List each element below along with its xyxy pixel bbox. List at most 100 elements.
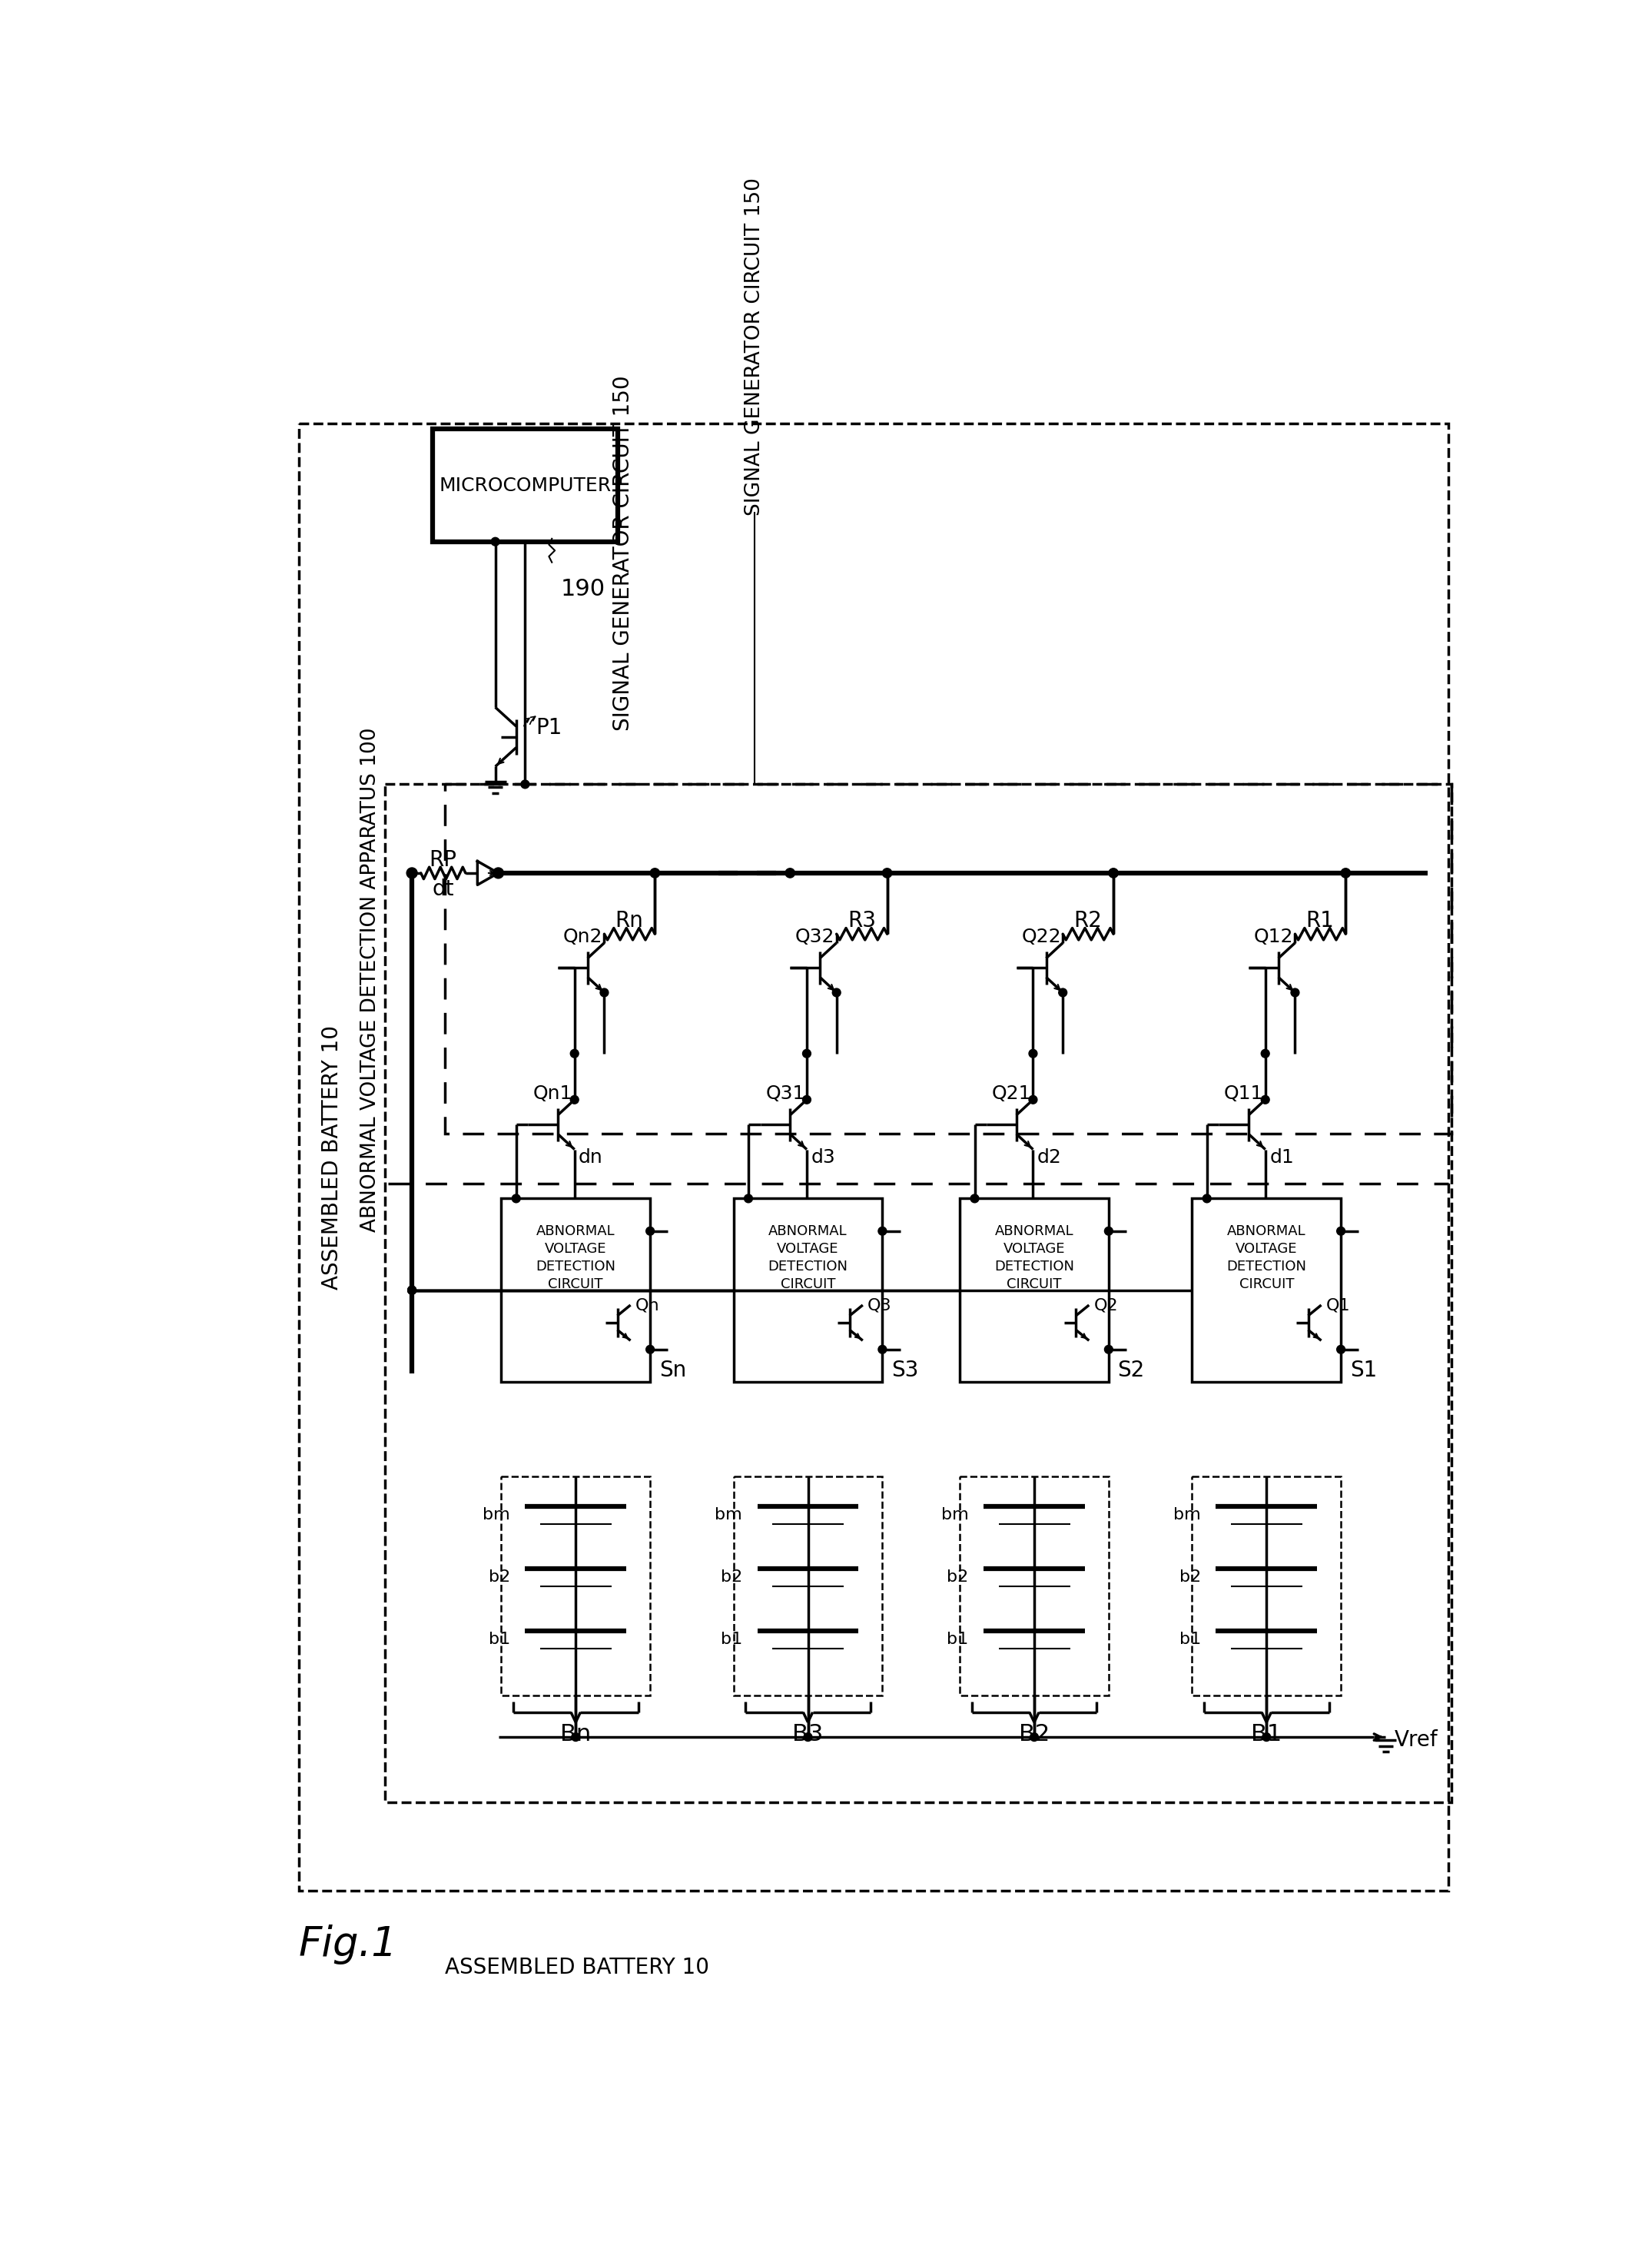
Text: Q12: Q12 bbox=[1254, 927, 1294, 945]
Text: bm: bm bbox=[482, 1506, 510, 1522]
Text: CIRCUIT: CIRCUIT bbox=[780, 1277, 836, 1291]
Text: b2: b2 bbox=[947, 1569, 968, 1585]
Text: SIGNAL GENERATOR CIRCUIT 150: SIGNAL GENERATOR CIRCUIT 150 bbox=[745, 177, 765, 516]
Circle shape bbox=[651, 869, 659, 878]
Circle shape bbox=[408, 1286, 416, 1295]
Bar bbox=[299, 424, 1449, 1890]
Text: 190: 190 bbox=[560, 577, 606, 599]
Text: Qn: Qn bbox=[636, 1298, 659, 1313]
Bar bbox=[385, 784, 1450, 1803]
Text: Q3: Q3 bbox=[867, 1298, 892, 1313]
Text: Bn: Bn bbox=[560, 1722, 591, 1744]
Circle shape bbox=[1108, 869, 1118, 878]
Bar bbox=[1193, 1477, 1341, 1695]
Text: VOLTAGE: VOLTAGE bbox=[1236, 1241, 1297, 1255]
Text: Sn: Sn bbox=[659, 1360, 686, 1381]
Text: ABNORMAL VOLTAGE DETECTION APPARATUS 100: ABNORMAL VOLTAGE DETECTION APPARATUS 100 bbox=[360, 727, 380, 1233]
Text: SIGNAL GENERATOR CIRCUIT 150: SIGNAL GENERATOR CIRCUIT 150 bbox=[613, 375, 634, 732]
Text: Qn1: Qn1 bbox=[534, 1084, 573, 1102]
Text: b2: b2 bbox=[1180, 1569, 1201, 1585]
Text: R2: R2 bbox=[1074, 909, 1102, 932]
Circle shape bbox=[1029, 1048, 1037, 1057]
Text: b1: b1 bbox=[720, 1632, 742, 1648]
Text: ABNORMAL: ABNORMAL bbox=[537, 1224, 615, 1237]
Circle shape bbox=[1059, 988, 1067, 997]
Text: b1: b1 bbox=[947, 1632, 968, 1648]
Text: dt: dt bbox=[431, 878, 454, 900]
Circle shape bbox=[492, 869, 504, 878]
Text: B1: B1 bbox=[1251, 1722, 1282, 1744]
Bar bbox=[960, 1199, 1108, 1383]
Text: Q22: Q22 bbox=[1021, 927, 1061, 945]
Text: Q1: Q1 bbox=[1327, 1298, 1350, 1313]
Circle shape bbox=[1031, 1733, 1039, 1742]
Text: Q11: Q11 bbox=[1224, 1084, 1264, 1102]
Bar bbox=[733, 1199, 882, 1383]
Text: Q32: Q32 bbox=[795, 927, 834, 945]
Text: Vref: Vref bbox=[1394, 1729, 1437, 1751]
Text: S2: S2 bbox=[1118, 1360, 1145, 1381]
Bar bbox=[501, 1477, 651, 1695]
Text: CIRCUIT: CIRCUIT bbox=[1239, 1277, 1294, 1291]
Text: Q2: Q2 bbox=[1094, 1298, 1118, 1313]
Text: R1: R1 bbox=[1305, 909, 1335, 932]
Text: VOLTAGE: VOLTAGE bbox=[776, 1241, 839, 1255]
Circle shape bbox=[600, 988, 608, 997]
Text: bm: bm bbox=[715, 1506, 742, 1522]
Text: R3: R3 bbox=[847, 909, 876, 932]
Text: Q31: Q31 bbox=[765, 1084, 805, 1102]
Text: d3: d3 bbox=[811, 1147, 836, 1167]
Circle shape bbox=[646, 1228, 654, 1235]
Text: b2: b2 bbox=[720, 1569, 742, 1585]
Circle shape bbox=[803, 1048, 811, 1057]
Circle shape bbox=[1262, 1733, 1270, 1742]
Text: VOLTAGE: VOLTAGE bbox=[1003, 1241, 1066, 1255]
Circle shape bbox=[570, 1096, 578, 1105]
Text: b1: b1 bbox=[1180, 1632, 1201, 1648]
Text: d2: d2 bbox=[1037, 1147, 1062, 1167]
Circle shape bbox=[785, 869, 795, 878]
Bar bbox=[501, 1199, 651, 1383]
Circle shape bbox=[646, 1345, 654, 1354]
Text: Rn: Rn bbox=[615, 909, 644, 932]
Text: VOLTAGE: VOLTAGE bbox=[545, 1241, 606, 1255]
Text: bm: bm bbox=[1173, 1506, 1201, 1522]
Text: DETECTION: DETECTION bbox=[995, 1259, 1074, 1273]
Circle shape bbox=[406, 869, 418, 878]
Circle shape bbox=[520, 779, 529, 788]
Text: ABNORMAL: ABNORMAL bbox=[768, 1224, 847, 1237]
Bar bbox=[960, 1477, 1108, 1695]
Text: S3: S3 bbox=[892, 1360, 919, 1381]
Text: B3: B3 bbox=[793, 1722, 823, 1744]
Text: ABNORMAL: ABNORMAL bbox=[1227, 1224, 1305, 1237]
Text: DETECTION: DETECTION bbox=[535, 1259, 616, 1273]
Text: DETECTION: DETECTION bbox=[1226, 1259, 1307, 1273]
Text: dn: dn bbox=[578, 1147, 603, 1167]
Circle shape bbox=[879, 1228, 887, 1235]
Text: P1: P1 bbox=[535, 718, 562, 739]
Text: ASSEMBLED BATTERY 10: ASSEMBLED BATTERY 10 bbox=[444, 1958, 709, 1978]
Bar bbox=[444, 784, 1450, 1134]
Text: MICROCOMPUTER: MICROCOMPUTER bbox=[439, 476, 611, 494]
Bar bbox=[733, 1477, 882, 1695]
Text: Fig.1: Fig.1 bbox=[299, 1924, 398, 1964]
Circle shape bbox=[1105, 1228, 1113, 1235]
Circle shape bbox=[570, 1048, 578, 1057]
Circle shape bbox=[803, 1096, 811, 1105]
Text: DETECTION: DETECTION bbox=[768, 1259, 847, 1273]
Circle shape bbox=[1105, 1345, 1113, 1354]
Circle shape bbox=[1260, 1048, 1269, 1057]
Circle shape bbox=[572, 1733, 580, 1742]
Circle shape bbox=[512, 1194, 520, 1203]
Circle shape bbox=[491, 537, 499, 546]
Text: bm: bm bbox=[942, 1506, 968, 1522]
Circle shape bbox=[970, 1194, 980, 1203]
Text: RP: RP bbox=[430, 849, 456, 871]
Text: Q21: Q21 bbox=[991, 1084, 1031, 1102]
Circle shape bbox=[408, 1286, 416, 1295]
Text: Qn2: Qn2 bbox=[563, 927, 603, 945]
Bar bbox=[433, 429, 618, 541]
Text: S1: S1 bbox=[1350, 1360, 1376, 1381]
Circle shape bbox=[745, 1194, 753, 1203]
Text: b2: b2 bbox=[489, 1569, 510, 1585]
